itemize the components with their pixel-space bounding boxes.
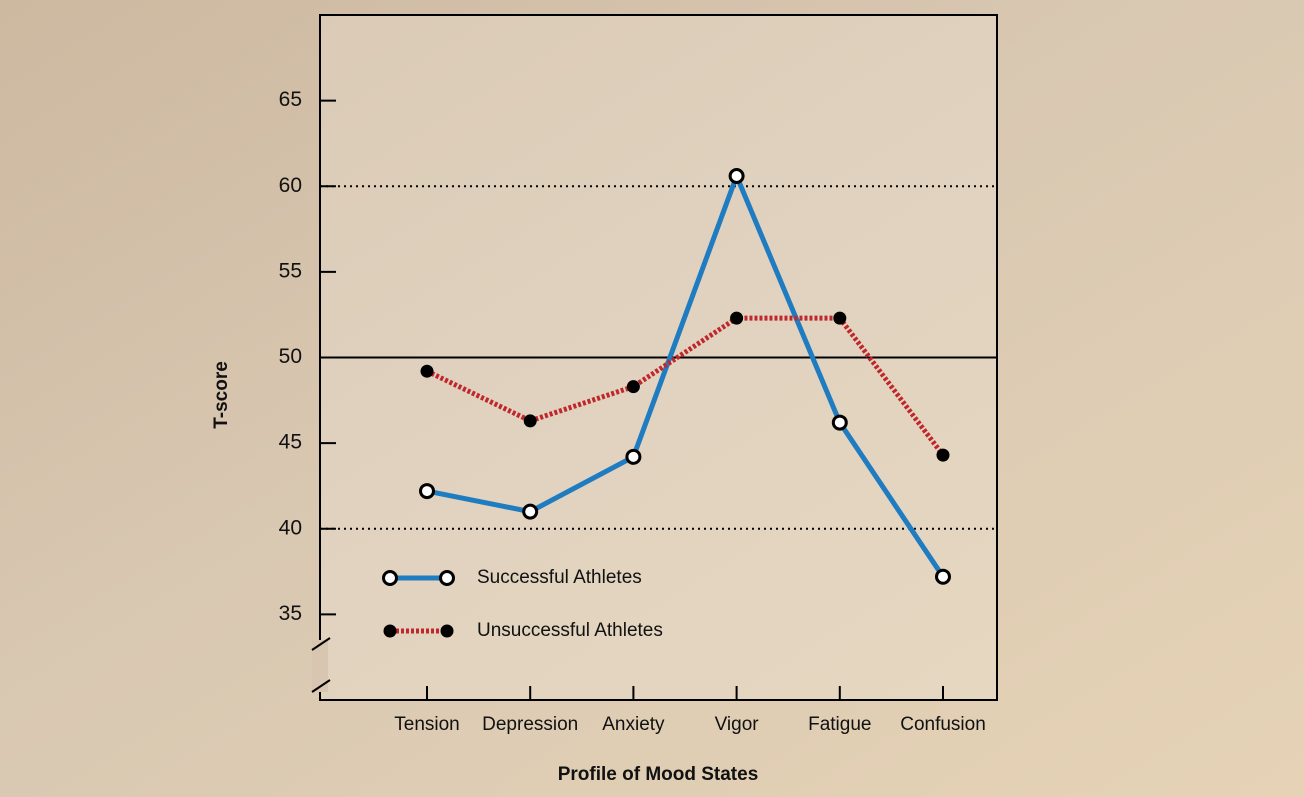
marker [523, 414, 537, 428]
axis-break-gap [312, 640, 328, 692]
marker [626, 380, 640, 394]
x-tick-label: Depression [482, 714, 578, 735]
marker [936, 448, 950, 462]
marker [419, 483, 435, 500]
x-tick-label: Tension [394, 714, 460, 735]
x-tick-label: Anxiety [602, 714, 665, 735]
marker [522, 503, 539, 520]
series-line [426, 169, 946, 579]
series-line [425, 315, 945, 457]
axis-break [311, 679, 331, 693]
y-tick-label: 35 [279, 602, 302, 625]
y-tick-label: 65 [279, 88, 302, 111]
legend-label: Unsuccessful Athletes [477, 620, 663, 641]
x-tick-label: Confusion [900, 714, 986, 735]
y-tick-label: 50 [279, 345, 302, 368]
y-tick-label: 40 [279, 516, 302, 539]
y-axis-label: T-score [211, 361, 232, 429]
marker [625, 448, 642, 465]
axis-break [311, 637, 331, 651]
marker [440, 624, 454, 638]
y-tick-label: 55 [279, 259, 302, 282]
x-axis-label: Profile of Mood States [558, 764, 759, 785]
marker [831, 414, 848, 431]
marker [730, 311, 744, 325]
legend-label: Successful Athletes [477, 567, 642, 588]
marker [420, 364, 434, 378]
marker [935, 568, 951, 585]
y-tick-label: 60 [279, 174, 302, 197]
marker [728, 167, 745, 184]
x-tick-label: Fatigue [808, 714, 871, 735]
marker [383, 624, 397, 638]
marker [833, 311, 847, 325]
y-tick-label: 45 [279, 431, 302, 454]
x-tick-label: Vigor [715, 714, 760, 735]
marker [439, 570, 455, 586]
marker [382, 570, 398, 586]
